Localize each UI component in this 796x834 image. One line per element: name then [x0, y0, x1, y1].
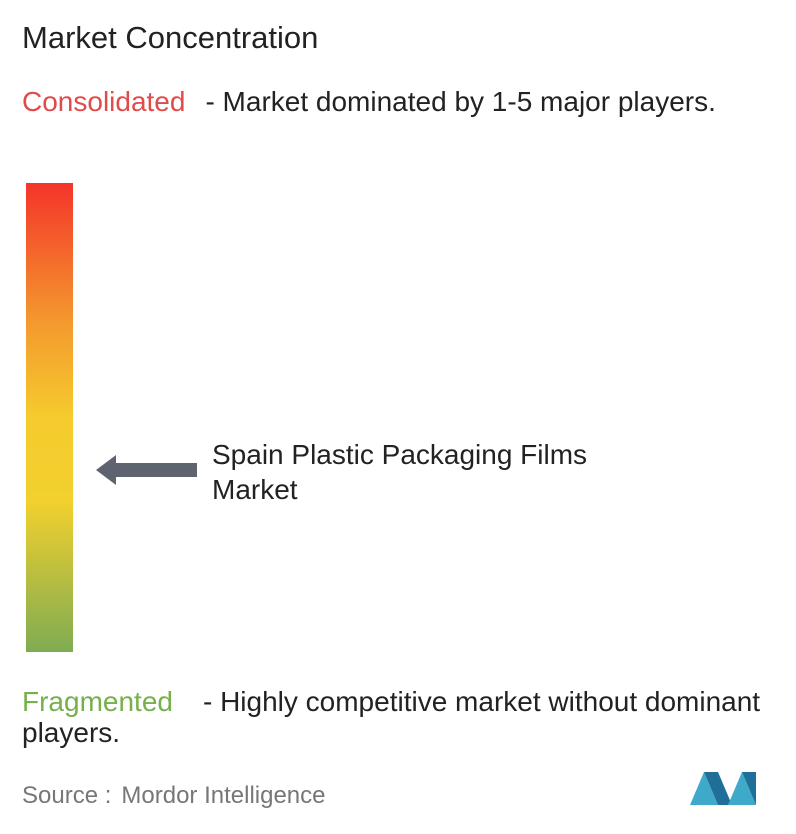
fragmented-label: Fragmented	[22, 686, 173, 717]
source: Source : Mordor Intelligence	[22, 782, 326, 810]
source-prefix: Source :	[22, 782, 112, 809]
consolidated-label: Consolidated	[22, 86, 186, 117]
market-label: Spain Plastic Packaging Films Market	[212, 439, 588, 505]
title: Market Concentration	[22, 20, 319, 55]
marker-arrow	[96, 455, 197, 485]
consolidated-text: Consolidated - Market dominated by 1-5 ma…	[22, 86, 722, 117]
logo	[690, 772, 756, 805]
fragmented-description: - Highly competitive market without domi…	[22, 686, 761, 748]
fragmented-text: Fragmented - Highly competitive market wi…	[22, 686, 792, 748]
source-name: Mordor Intelligence	[121, 782, 326, 809]
concentration-bar	[26, 183, 73, 652]
consolidated-description: - Market dominated by 1-5 major players.	[205, 86, 716, 117]
